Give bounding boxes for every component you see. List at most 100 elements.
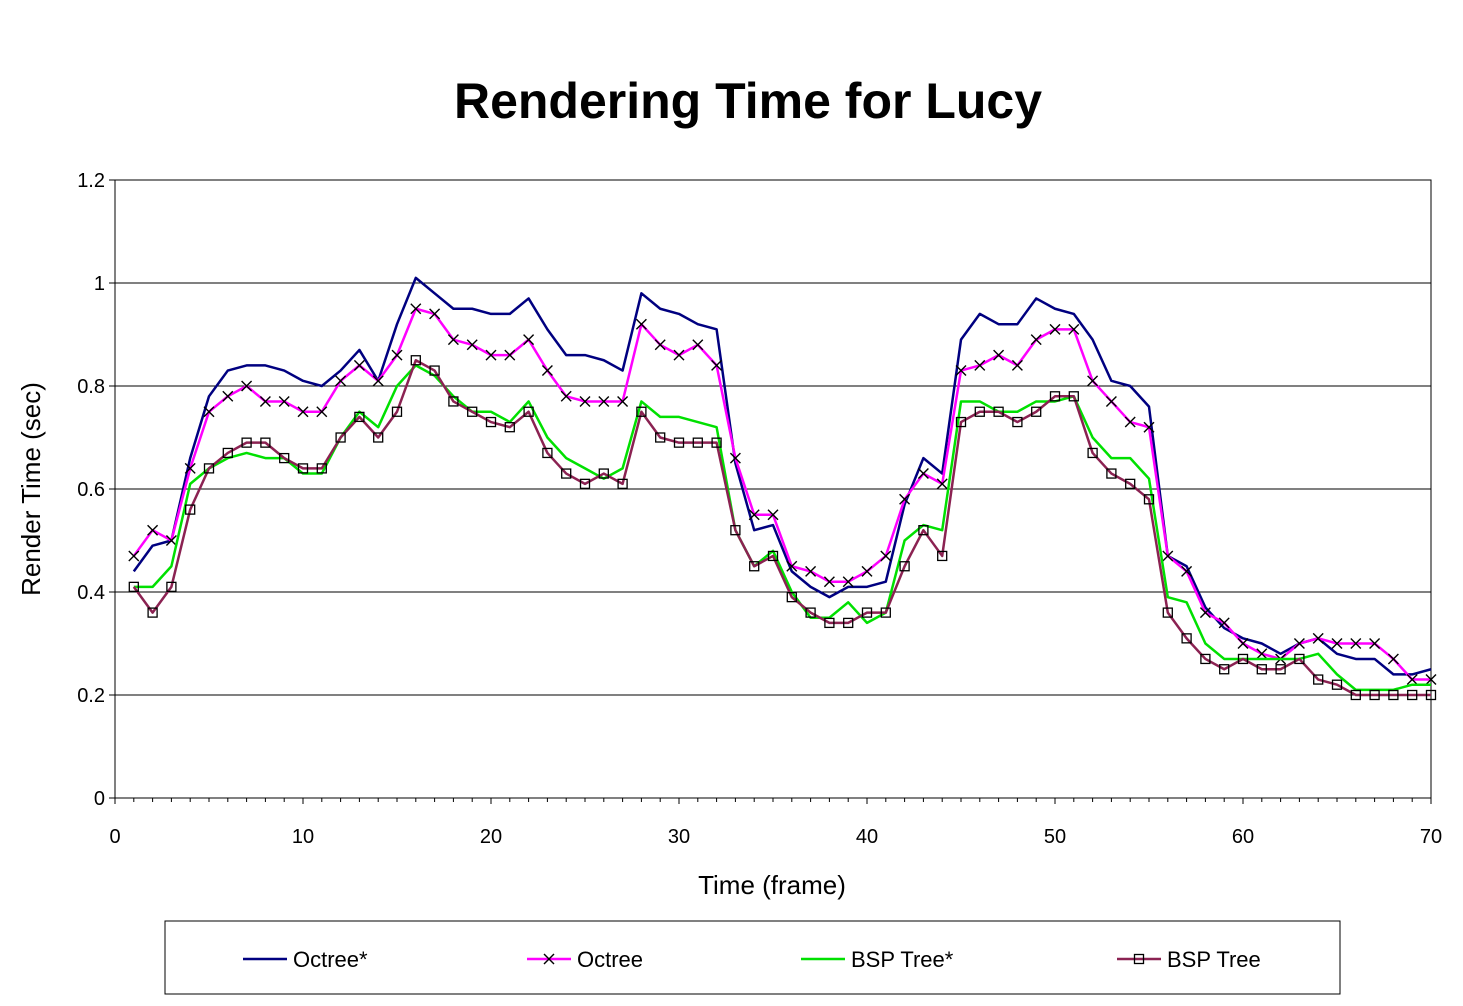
series-line-octree — [132, 307, 1431, 681]
legend-box — [164, 920, 1341, 995]
data-point — [485, 349, 497, 361]
y-axis: 0 0.2 0.4 0.6 0.8 1 1.2 — [77, 170, 115, 810]
data-point — [805, 565, 817, 577]
legend-item: Octree* — [243, 947, 368, 972]
data-point — [955, 365, 967, 377]
series-bsp-tree — [128, 355, 1437, 701]
data-point — [128, 581, 139, 592]
data-point — [1087, 375, 1099, 387]
series-line-octree-star — [132, 276, 1432, 676]
data-point — [805, 607, 816, 618]
y-tick-label: 0.6 — [77, 479, 105, 501]
legend-item: Octree — [527, 947, 643, 972]
data-point — [1068, 323, 1080, 335]
data-point — [843, 617, 854, 629]
data-point — [1219, 664, 1230, 675]
data-point — [842, 576, 854, 588]
data-point — [974, 406, 985, 417]
data-point — [260, 437, 271, 448]
data-point — [561, 468, 572, 479]
data-point — [655, 432, 666, 443]
data-point — [579, 395, 591, 407]
data-point — [748, 509, 760, 521]
legend-item: BSP Tree* — [801, 947, 954, 972]
y-tick-label: 0.4 — [77, 582, 105, 604]
data-point — [353, 359, 365, 371]
data-point — [316, 406, 328, 418]
x-tick-label: 50 — [1044, 826, 1066, 848]
data-point — [1030, 334, 1042, 346]
data-point — [673, 437, 685, 448]
data-point — [993, 349, 1005, 361]
data-point — [241, 380, 253, 392]
data-point — [523, 406, 534, 417]
data-point — [937, 550, 948, 562]
data-point — [1369, 638, 1381, 649]
data-point — [1162, 550, 1174, 562]
y-tick-label: 0.2 — [77, 685, 105, 707]
x-tick-label: 40 — [856, 826, 878, 848]
data-point — [1049, 391, 1061, 402]
data-point — [1425, 674, 1437, 686]
data-point — [936, 478, 948, 490]
legend-label: Octree* — [293, 947, 368, 972]
data-point — [617, 395, 629, 407]
data-point — [335, 375, 347, 387]
data-point — [880, 607, 891, 618]
data-point — [335, 432, 346, 443]
legend-label: BSP Tree — [1167, 947, 1261, 972]
legend-label: BSP Tree* — [851, 947, 954, 972]
data-point — [279, 452, 290, 464]
data-point — [974, 359, 986, 371]
data-point — [241, 437, 252, 448]
data-point — [1068, 391, 1079, 402]
data-point — [1407, 689, 1418, 701]
data-point — [767, 509, 779, 521]
data-point — [711, 359, 723, 371]
data-point — [203, 463, 215, 474]
data-point — [316, 463, 327, 474]
legend-marker — [543, 953, 555, 965]
data-point — [1200, 653, 1211, 665]
legend-marker — [1133, 953, 1145, 965]
data-point — [504, 349, 516, 361]
data-point — [203, 406, 215, 418]
data-point — [1087, 447, 1098, 459]
data-point — [993, 406, 1004, 417]
y-tick-label: 0.8 — [77, 376, 105, 398]
data-point — [1425, 689, 1437, 701]
data-point — [410, 355, 421, 366]
data-point — [1256, 648, 1268, 660]
data-point — [767, 550, 779, 562]
data-point — [1350, 689, 1361, 701]
data-point — [1143, 494, 1155, 505]
x-tick-label: 0 — [109, 826, 120, 848]
x-axis: 0 10 20 30 40 50 60 70 — [109, 798, 1442, 848]
data-point — [880, 550, 892, 562]
data-point — [1181, 633, 1192, 644]
data-point — [1031, 406, 1042, 417]
data-point — [166, 581, 177, 592]
data-point — [1124, 416, 1136, 428]
data-point — [1313, 674, 1324, 685]
data-point — [899, 493, 911, 505]
data-point — [917, 468, 929, 480]
grid — [115, 282, 1431, 696]
data-point — [185, 504, 196, 515]
data-point — [692, 437, 703, 448]
data-point — [1388, 689, 1399, 701]
data-point — [955, 416, 967, 428]
data-point — [354, 411, 365, 423]
data-point — [1294, 653, 1305, 665]
data-point — [1331, 638, 1343, 649]
series-line-bsp-tree — [132, 359, 1431, 697]
data-point — [1387, 653, 1399, 665]
data-point — [1369, 689, 1380, 701]
data-point — [1143, 421, 1155, 433]
data-point — [635, 318, 647, 330]
data-point — [1199, 607, 1211, 619]
data-point — [1162, 607, 1173, 618]
data-point — [372, 375, 384, 387]
data-point — [447, 334, 459, 346]
series-line-bsp-tree-star — [133, 364, 1431, 692]
